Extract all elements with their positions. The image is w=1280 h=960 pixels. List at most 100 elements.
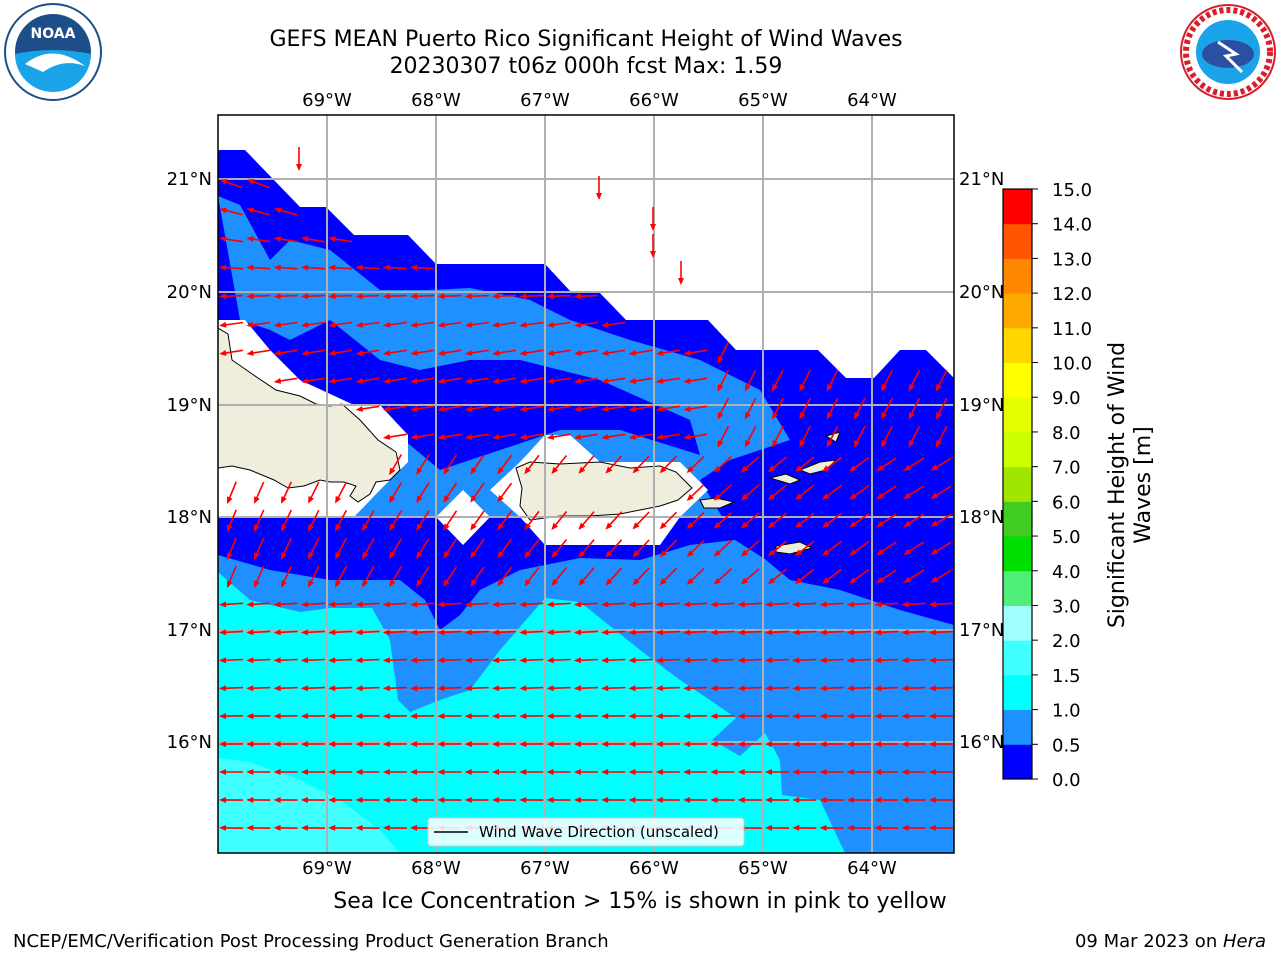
wave-arrow-head bbox=[355, 293, 363, 300]
wave-arrow-head bbox=[740, 493, 749, 501]
wave-arrow-head bbox=[389, 523, 396, 532]
wave-arrow-head bbox=[410, 713, 418, 720]
wave-arrow-head bbox=[605, 578, 613, 586]
wave-arrow-head bbox=[632, 466, 640, 474]
wave-arrow-head bbox=[546, 796, 554, 803]
wave-arrow-head bbox=[601, 629, 609, 636]
wave-arrow-head bbox=[464, 293, 472, 300]
wave-arrow-head bbox=[846, 769, 854, 776]
wave-arrow-head bbox=[717, 355, 724, 364]
svg-text:68°W: 68°W bbox=[411, 90, 461, 111]
wave-arrow-head bbox=[819, 629, 827, 636]
wave-arrow-head bbox=[908, 383, 915, 392]
wave-arrow-head bbox=[219, 713, 227, 720]
wave-arrow-head bbox=[464, 769, 472, 776]
wave-arrow-head bbox=[219, 741, 227, 748]
wave-arrow-head bbox=[308, 580, 314, 588]
wave-arrow-head bbox=[655, 433, 664, 440]
wave-arrow-head bbox=[437, 293, 445, 300]
wave-arrow-head bbox=[437, 601, 445, 608]
wave-arrow-head bbox=[686, 521, 694, 529]
wave-arrow-head bbox=[573, 657, 582, 664]
wave-arrow-head bbox=[464, 657, 472, 664]
wave-arrow-head bbox=[219, 207, 227, 214]
wave-arrow-head bbox=[328, 741, 336, 748]
wave-arrow-head bbox=[765, 769, 773, 776]
wave-arrow-head bbox=[792, 629, 800, 636]
wave-arrow-head bbox=[901, 769, 909, 776]
wave-arrow-head bbox=[219, 685, 227, 692]
lat-labels: 21°N 20°N 19°N 18°N 17°N 16°N 21°N 20°N … bbox=[167, 169, 1005, 753]
wave-arrow-head bbox=[497, 467, 504, 475]
wave-arrow-head bbox=[410, 264, 418, 271]
wave-arrow-head bbox=[573, 769, 581, 776]
wave-arrow-head bbox=[874, 741, 882, 748]
wave-arrow-head bbox=[819, 796, 827, 803]
wave-arrow-head bbox=[254, 524, 260, 532]
wave-arrow-head bbox=[492, 405, 500, 412]
wave-arrow-head bbox=[355, 796, 363, 803]
wave-arrow-head bbox=[443, 523, 450, 531]
wave-arrow-head bbox=[655, 601, 663, 608]
wave-arrow-head bbox=[740, 549, 749, 557]
svg-text:21°N: 21°N bbox=[167, 169, 212, 190]
map-frame bbox=[217, 114, 955, 854]
wave-arrow-head bbox=[470, 579, 477, 587]
wave-arrow-head bbox=[573, 293, 582, 300]
colorbar-label-line2: Waves [m] bbox=[1131, 426, 1156, 543]
wave-arrow-head bbox=[546, 321, 555, 328]
wave-arrow-head bbox=[219, 601, 227, 608]
wave-arrow-head bbox=[717, 411, 724, 420]
svg-text:66°W: 66°W bbox=[629, 90, 679, 111]
wave-arrow-head bbox=[362, 579, 369, 588]
wave-arrow-head bbox=[655, 796, 663, 803]
footer-right: 09 Mar 2023 on Hera bbox=[1074, 931, 1266, 952]
wave-arrow-head bbox=[273, 657, 281, 664]
wave-arrow-head bbox=[578, 466, 586, 474]
wave-arrow-head bbox=[273, 293, 281, 300]
wave-arrow-head bbox=[464, 796, 472, 803]
wave-arrow-head bbox=[574, 433, 582, 440]
wave-arrow-head bbox=[678, 278, 684, 285]
colorbar-segment bbox=[1003, 431, 1032, 468]
wave-arrow-head bbox=[246, 207, 255, 214]
wave-arrow-head bbox=[819, 601, 827, 608]
wave-arrow-head bbox=[524, 550, 531, 559]
wave-arrow-head bbox=[300, 685, 308, 692]
wave-arrow-head bbox=[632, 550, 640, 558]
wave-arrow-head bbox=[273, 741, 281, 748]
wave-arrow-head bbox=[328, 236, 336, 243]
wave-arrow-head bbox=[767, 493, 776, 501]
wave-arrow-head bbox=[355, 349, 364, 356]
wave-arrow-head bbox=[822, 465, 830, 472]
wave-arrow-head bbox=[546, 657, 554, 664]
wave-arrow-head bbox=[273, 685, 281, 692]
wave-arrow-head bbox=[928, 824, 936, 831]
wave-arrow-head bbox=[519, 741, 527, 748]
wave-arrow-head bbox=[628, 601, 636, 608]
colorbar-segment bbox=[1003, 466, 1032, 502]
wave-arrow-head bbox=[546, 629, 554, 636]
wave-arrow-head bbox=[246, 264, 254, 271]
wave-arrow-head bbox=[822, 577, 830, 584]
sea-ice-note: Sea Ice Concentration > 15% is shown in … bbox=[333, 889, 947, 914]
wave-arrow-head bbox=[546, 349, 555, 356]
wave-arrow-head bbox=[573, 601, 582, 608]
colorbar: 0.0 0.5 1.0 1.5 2.0 3.0 4.0 5.0 6.0 7.0 8.0 9.0 10.0… bbox=[1002, 180, 1092, 791]
wave-arrow-head bbox=[710, 713, 718, 720]
wave-arrow-head bbox=[328, 713, 336, 720]
wave-arrow-head bbox=[410, 769, 418, 776]
wave-arrow-head bbox=[874, 657, 882, 664]
wave-arrow-head bbox=[601, 377, 609, 384]
wave-arrow-head bbox=[765, 685, 773, 692]
wave-arrow-head bbox=[846, 824, 854, 831]
svg-text:68°W: 68°W bbox=[411, 858, 461, 879]
wave-arrow-head bbox=[519, 405, 527, 412]
wave-arrow-head bbox=[519, 796, 527, 803]
svg-text:64°W: 64°W bbox=[847, 90, 897, 111]
wave-arrow-head bbox=[497, 495, 504, 503]
wave-arrow-head bbox=[876, 492, 884, 500]
wave-arrow-head bbox=[254, 580, 260, 588]
svg-text:67°W: 67°W bbox=[520, 858, 570, 879]
wave-arrow-head bbox=[382, 741, 390, 748]
